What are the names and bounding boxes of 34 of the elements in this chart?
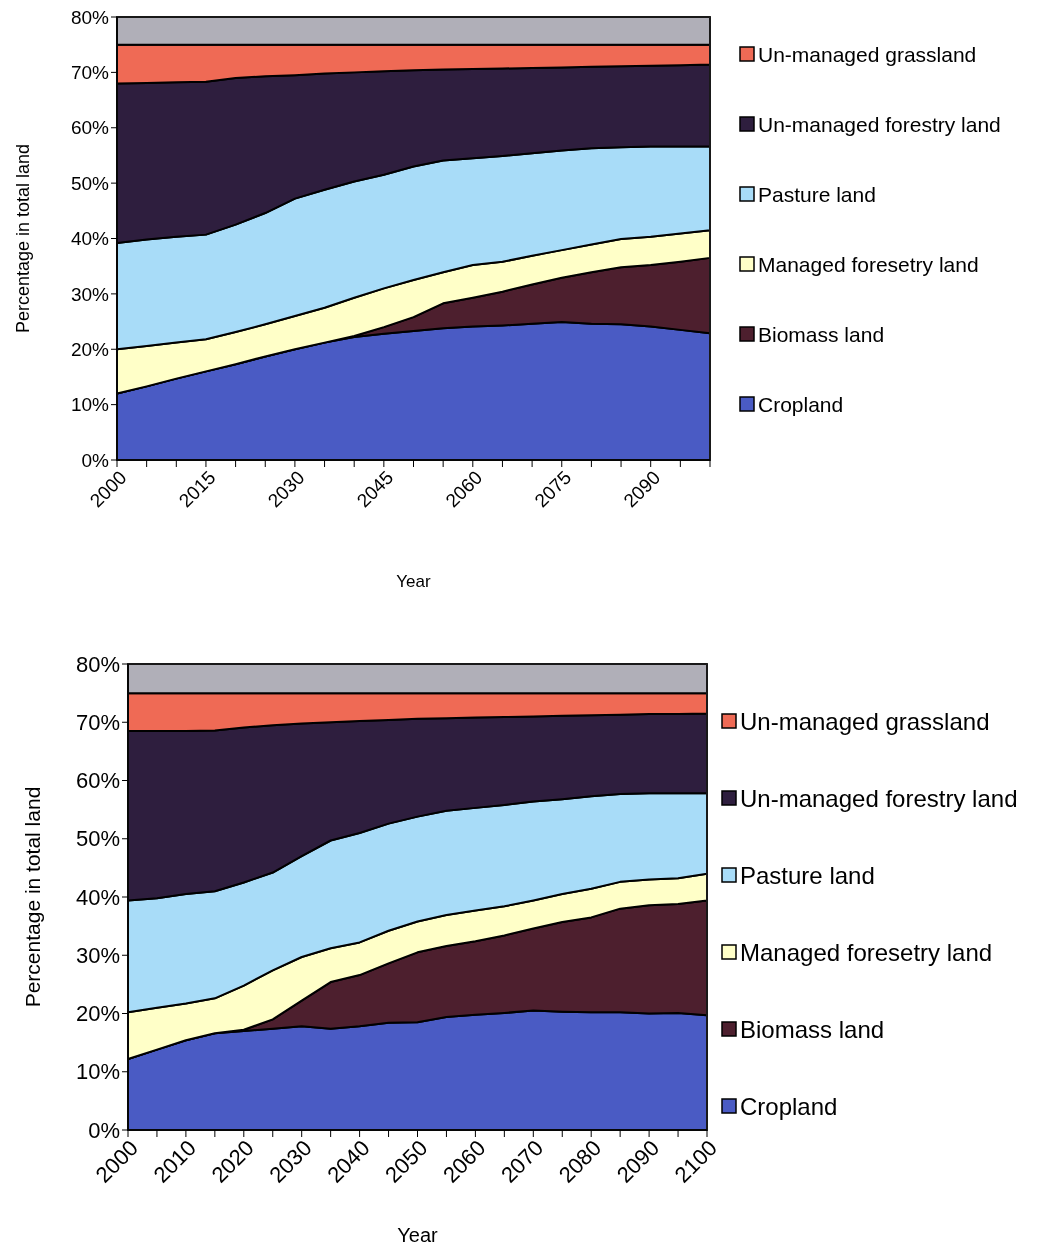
y-tick-label: 20% [75, 1001, 120, 1027]
y-tick-label: 70% [75, 709, 120, 735]
y-tick-label: 10% [70, 394, 110, 416]
y-tick-label: 10% [75, 1059, 120, 1085]
y-tick-label: 30% [70, 283, 110, 305]
legend-label: Managed foresetry land [758, 253, 979, 277]
legend-label: Cropland [758, 393, 844, 417]
y-axis-title: Percentage in total land [13, 143, 33, 334]
y-tick-label: 80% [70, 6, 110, 28]
y-tick-label: 40% [70, 228, 110, 250]
y-tick-label: 70% [70, 62, 110, 84]
legend-label: Cropland [740, 1093, 838, 1121]
legend-label: Un-managed forestry land [758, 113, 1001, 137]
y-tick-label: 60% [70, 117, 110, 139]
y-axis-title: Percentage in total land [21, 786, 44, 1008]
y-tick-label: 50% [75, 826, 120, 852]
y-tick-label: 0% [88, 1117, 120, 1143]
legend-label: Un-managed forestry land [740, 785, 1018, 813]
y-tick-label: 40% [75, 884, 120, 910]
legend-label: Pasture land [740, 862, 875, 890]
legend-label: Managed foresetry land [740, 939, 993, 967]
y-tick-label: 80% [75, 651, 120, 677]
legend-label: Pasture land [758, 183, 876, 207]
x-axis-title: Year [397, 1224, 439, 1246]
x-axis-title: Year [396, 572, 432, 591]
y-tick-label: 60% [75, 768, 120, 794]
y-tick-label: 20% [70, 338, 110, 360]
legend-label: Biomass land [758, 323, 885, 347]
y-tick-label: 0% [81, 449, 110, 471]
y-tick-label: 30% [75, 942, 120, 968]
legend-label: Un-managed grassland [758, 43, 977, 67]
legend-label: Biomass land [740, 1016, 885, 1044]
legend-label: Un-managed grassland [740, 708, 990, 736]
y-tick-label: 50% [70, 172, 110, 194]
